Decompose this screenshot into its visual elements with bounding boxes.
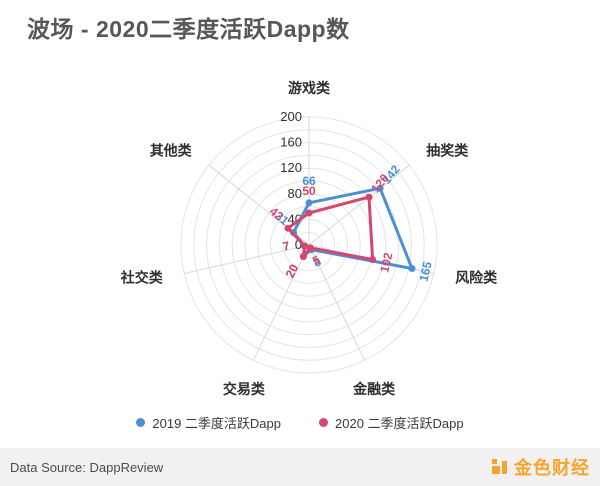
category-label: 抽奖类 xyxy=(426,143,469,159)
radial-tick-label: 120 xyxy=(280,160,302,175)
data-point xyxy=(376,184,384,192)
axis-spoke xyxy=(308,244,365,361)
chart-title: 波场 - 2020二季度活跃Dapp数 xyxy=(27,16,350,42)
footer: Data Source: DappReview 金色财经 xyxy=(0,448,600,486)
category-label: 金融类 xyxy=(352,381,396,397)
category-label: 风险类 xyxy=(455,269,498,285)
data-point xyxy=(369,256,377,263)
radial-tick-label: 160 xyxy=(280,135,302,150)
radial-tick-label: 80 xyxy=(288,186,302,201)
category-label: 其他类 xyxy=(150,143,193,159)
axis-spoke xyxy=(308,164,410,246)
legend-dot xyxy=(136,418,146,427)
data-point xyxy=(284,224,292,232)
data-value-label: 50 xyxy=(302,184,316,198)
legend-item-1[interactable]: 2020 二季度活跃Dapp xyxy=(319,413,464,432)
category-label: 游戏类 xyxy=(288,80,331,96)
data-value-label: 66 xyxy=(302,174,316,188)
legend-item-0[interactable]: 2019 二季度活跃Dapp xyxy=(136,413,281,432)
logo-text: 金色财经 xyxy=(514,458,590,478)
data-point xyxy=(408,265,416,272)
data-point xyxy=(306,244,314,252)
data-value-label: 102 xyxy=(377,251,395,274)
data-point xyxy=(305,199,313,207)
data-value-label: 7 xyxy=(281,238,291,253)
legend: 2019 二季度活跃Dapp 2020 二季度活跃Dapp xyxy=(0,413,600,432)
axis-spoke xyxy=(184,244,310,274)
data-point xyxy=(305,209,313,217)
data-value-label: 20 xyxy=(283,262,302,280)
legend-dot xyxy=(319,418,328,427)
logo-icon xyxy=(492,458,507,474)
data-point xyxy=(365,193,373,201)
series-line-1 xyxy=(286,195,375,261)
category-label: 交易类 xyxy=(223,381,266,397)
axis-spoke xyxy=(253,244,310,361)
data-value-label: 165 xyxy=(417,260,435,283)
data-value-label: 7 xyxy=(281,238,291,253)
radial-tick-label: 200 xyxy=(280,109,302,124)
legend-label: 2019 二季度活跃Dapp xyxy=(152,416,281,431)
radial-tick-label: 0 xyxy=(295,237,302,252)
data-point xyxy=(299,253,307,260)
category-label: 社交类 xyxy=(120,269,164,285)
site-logo: 金色财经 xyxy=(492,454,590,480)
data-point xyxy=(301,242,309,250)
data-value-label: 20 xyxy=(283,262,302,280)
legend-label: 2020 二季度活跃Dapp xyxy=(335,416,464,431)
data-value-label: 5 xyxy=(310,253,322,269)
data-source-label: Data Source: DappReview xyxy=(10,459,164,475)
